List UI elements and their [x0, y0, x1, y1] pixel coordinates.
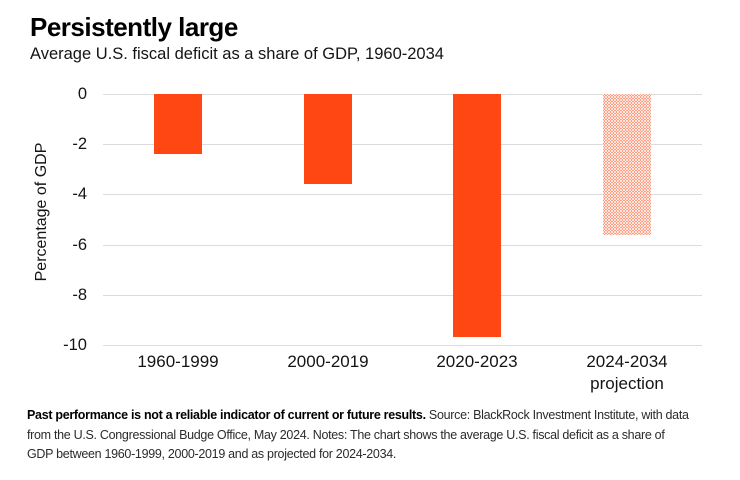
bar-2024-2034 [603, 94, 651, 235]
footnote-line-3: GDP between 1960-1999, 2000-2019 and as … [27, 447, 397, 461]
y-tick-label--2: -2 [72, 135, 87, 153]
gridline-0 [103, 94, 702, 95]
footnote-source: Source: BlackRock Investment Institute, … [425, 408, 689, 422]
footnote-disclaimer: Past performance is not a reliable indic… [27, 408, 426, 422]
chart-subtitle: Average U.S. fiscal deficit as a share o… [30, 45, 444, 63]
x-axis-label-2024-2034: 2024-2034 projection [586, 352, 668, 393]
bar-1960-1999 [154, 94, 202, 154]
chart-title: Persistently large [30, 12, 238, 42]
y-tick-label--10: -10 [63, 336, 87, 354]
y-axis-ticks: 0 -2 -4 -6 -8 -10 [40, 85, 95, 354]
x-axis-label-2020-2023: 2020-2023 [436, 352, 518, 371]
bar-2020-2023 [453, 94, 501, 337]
gridline--4 [103, 194, 702, 195]
footnote-line-2: from the U.S. Congressional Budge Office… [27, 427, 665, 442]
y-tick-label--8: -8 [72, 286, 87, 304]
gridline--8 [103, 295, 702, 296]
y-tick-label--4: -4 [72, 185, 87, 203]
gridline--6 [103, 245, 702, 246]
footnote: Past performance is not a reliable indic… [27, 406, 729, 465]
x-axis-label-2000-2019: 2000-2019 [287, 352, 369, 371]
footnote-line-1: Past performance is not a reliable indic… [27, 406, 729, 426]
gridline--10 [103, 345, 702, 346]
bar-2000-2019 [304, 94, 352, 184]
gridline--2 [103, 144, 702, 145]
y-tick-label-0: 0 [77, 85, 87, 103]
x-axis-label-1960-1999: 1960-1999 [137, 352, 219, 371]
plot-area [103, 94, 702, 346]
x-axis-labels: 1960-1999 2000-2019 2020-2023 2024-2034 pro… [103, 351, 702, 399]
y-tick-label--6: -6 [72, 236, 87, 254]
